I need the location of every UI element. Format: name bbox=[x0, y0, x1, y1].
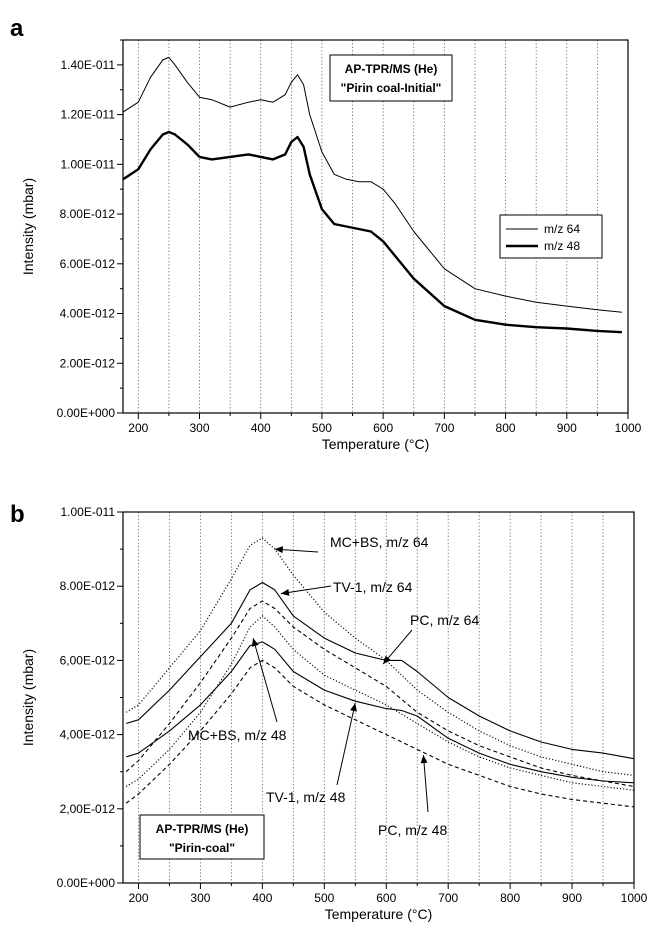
x-tick-label: 1000 bbox=[621, 891, 648, 905]
x-tick-label: 500 bbox=[312, 421, 332, 435]
plot-frame bbox=[122, 39, 629, 414]
annotation-label: TV-1, m/z 64 bbox=[333, 579, 413, 595]
x-tick-label: 500 bbox=[314, 891, 334, 905]
series-line-a-0 bbox=[122, 56, 622, 313]
series-line-b-3 bbox=[125, 615, 635, 791]
x-axis-title: Temperature (°C) bbox=[325, 906, 433, 922]
panel-b-chart: b 200 300 400 500 600 700 800 900 1000 0.00E+000 2,… bbox=[10, 501, 648, 922]
panel-label: b bbox=[10, 501, 25, 528]
y-tick-label: 4.00E-012 bbox=[60, 307, 116, 321]
x-tick-label: 700 bbox=[438, 891, 458, 905]
y-tick-label: 6,00E-012 bbox=[60, 653, 116, 667]
annotation-label: MC+BS, m/z 64 bbox=[330, 534, 429, 550]
annotation-arrowhead bbox=[383, 655, 391, 665]
annotation-label: TV-1, m/z 48 bbox=[266, 789, 346, 805]
annotation-arrowhead bbox=[280, 589, 290, 596]
legend-box bbox=[499, 214, 603, 259]
annotation-label: MC+BS, m/z 48 bbox=[188, 727, 287, 743]
y-tick-label: 1.40E-011 bbox=[61, 58, 116, 72]
y-tick-label: 1.00E-011 bbox=[61, 505, 116, 519]
series-line-b-4 bbox=[125, 641, 635, 784]
y-axis-title: Intensity (mbar) bbox=[20, 178, 36, 275]
x-tick-label: 900 bbox=[562, 891, 582, 905]
x-tick-label: 900 bbox=[557, 421, 577, 435]
info-box-line: "Pirin-coal" bbox=[169, 841, 235, 855]
annotation-arrow bbox=[280, 585, 332, 595]
y-tick-label: 8.00E-012 bbox=[60, 579, 116, 593]
x-tick-label: 200 bbox=[128, 421, 148, 435]
x-tick-label: 300 bbox=[190, 891, 210, 905]
x-axis-title: Temperature (°C) bbox=[322, 436, 430, 452]
annotation-arrow bbox=[252, 638, 278, 723]
info-box bbox=[139, 814, 265, 860]
annotation-arrow bbox=[422, 754, 429, 813]
y-tick-label: 6.00E-012 bbox=[60, 257, 116, 271]
x-tick-label: 800 bbox=[496, 421, 516, 435]
y-tick-label: 0.00E+000 bbox=[57, 876, 116, 890]
y-tick-label: 4,00E-012 bbox=[60, 728, 116, 742]
x-tick-label: 1000 bbox=[615, 421, 642, 435]
annotation-arrowhead bbox=[274, 546, 283, 554]
x-tick-label: 800 bbox=[500, 891, 520, 905]
series-line-a-1 bbox=[122, 130, 622, 334]
legend-label: m/z 48 bbox=[544, 239, 580, 253]
y-tick-label: 0.00E+000 bbox=[57, 406, 116, 420]
info-box bbox=[329, 54, 453, 102]
y-tick-label: 1.00E-011 bbox=[61, 157, 116, 171]
y-axis-title: Intensity (mbar) bbox=[20, 649, 36, 746]
y-tick-label: 8.00E-012 bbox=[60, 207, 116, 221]
x-tick-label: 700 bbox=[434, 421, 454, 435]
y-tick-label: 1.20E-011 bbox=[61, 108, 116, 122]
x-tick-label: 400 bbox=[252, 891, 272, 905]
x-tick-label: 600 bbox=[373, 421, 393, 435]
annotation-label: PC, m/z 48 bbox=[378, 822, 447, 838]
series-line-b-2 bbox=[125, 600, 635, 788]
y-tick-label: 2,00E-012 bbox=[60, 802, 116, 816]
y-tick-label: 2.00E-012 bbox=[60, 356, 116, 370]
annotation-label: PC, m/z 64 bbox=[410, 612, 479, 628]
x-tick-label: 200 bbox=[128, 891, 148, 905]
x-tick-label: 300 bbox=[189, 421, 209, 435]
annotation-arrow bbox=[336, 702, 356, 786]
series-line-b-5 bbox=[125, 659, 635, 808]
info-box-line: AP-TPR/MS (He) bbox=[345, 62, 438, 76]
x-tick-label: 400 bbox=[251, 421, 271, 435]
legend-label: m/z 64 bbox=[544, 222, 580, 236]
info-box-line: AP-TPR/MS (He) bbox=[156, 822, 249, 836]
panel-label: a bbox=[10, 15, 24, 42]
annotation-arrowhead bbox=[420, 755, 428, 764]
info-box-line: "Pirin coal-Initial" bbox=[341, 81, 442, 95]
annotation-arrowhead bbox=[350, 703, 357, 712]
panel-a-chart: a 200 300 400 500 600 700 800 900 1000 0.00E+000 2.… bbox=[10, 15, 642, 452]
annotation-arrowhead bbox=[251, 638, 259, 647]
x-tick-label: 600 bbox=[376, 891, 396, 905]
series-line-b-1 bbox=[125, 581, 635, 760]
